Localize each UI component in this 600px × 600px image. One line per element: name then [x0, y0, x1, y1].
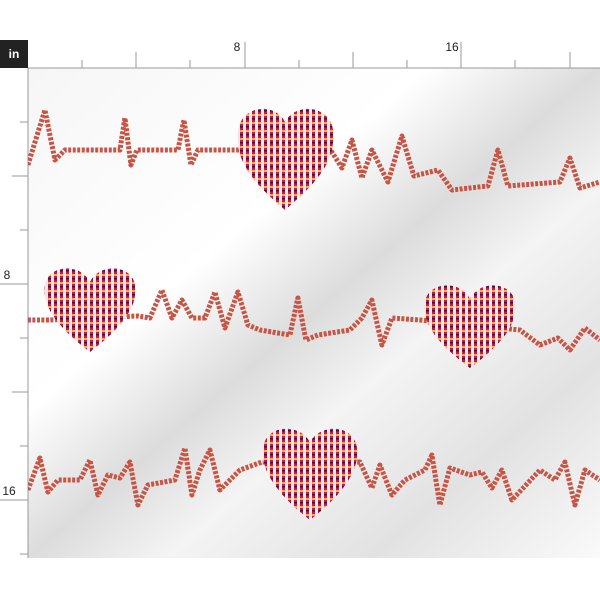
ruler-label: 16 — [445, 40, 459, 54]
heart — [424, 285, 516, 368]
ecg-line — [25, 107, 600, 193]
ruler-bg — [0, 68, 28, 558]
unit-label: in — [9, 47, 20, 61]
ruler-label: 8 — [234, 40, 241, 54]
ecg-line — [25, 445, 600, 508]
ruler-label: 8 — [4, 268, 11, 282]
top-ruler: 8 16 — [28, 40, 600, 69]
heart — [262, 428, 358, 520]
ruler-label: 16 — [2, 484, 16, 498]
ecg-pattern — [25, 107, 600, 520]
unit-badge — [0, 40, 28, 68]
ecg-line — [28, 287, 600, 353]
ruler-bg — [28, 40, 600, 68]
heart — [237, 108, 334, 210]
heart — [44, 268, 136, 352]
ruler-ticks — [81, 42, 571, 68]
left-ruler: 8 16 — [0, 68, 29, 558]
ruler-ticks — [0, 121, 28, 555]
